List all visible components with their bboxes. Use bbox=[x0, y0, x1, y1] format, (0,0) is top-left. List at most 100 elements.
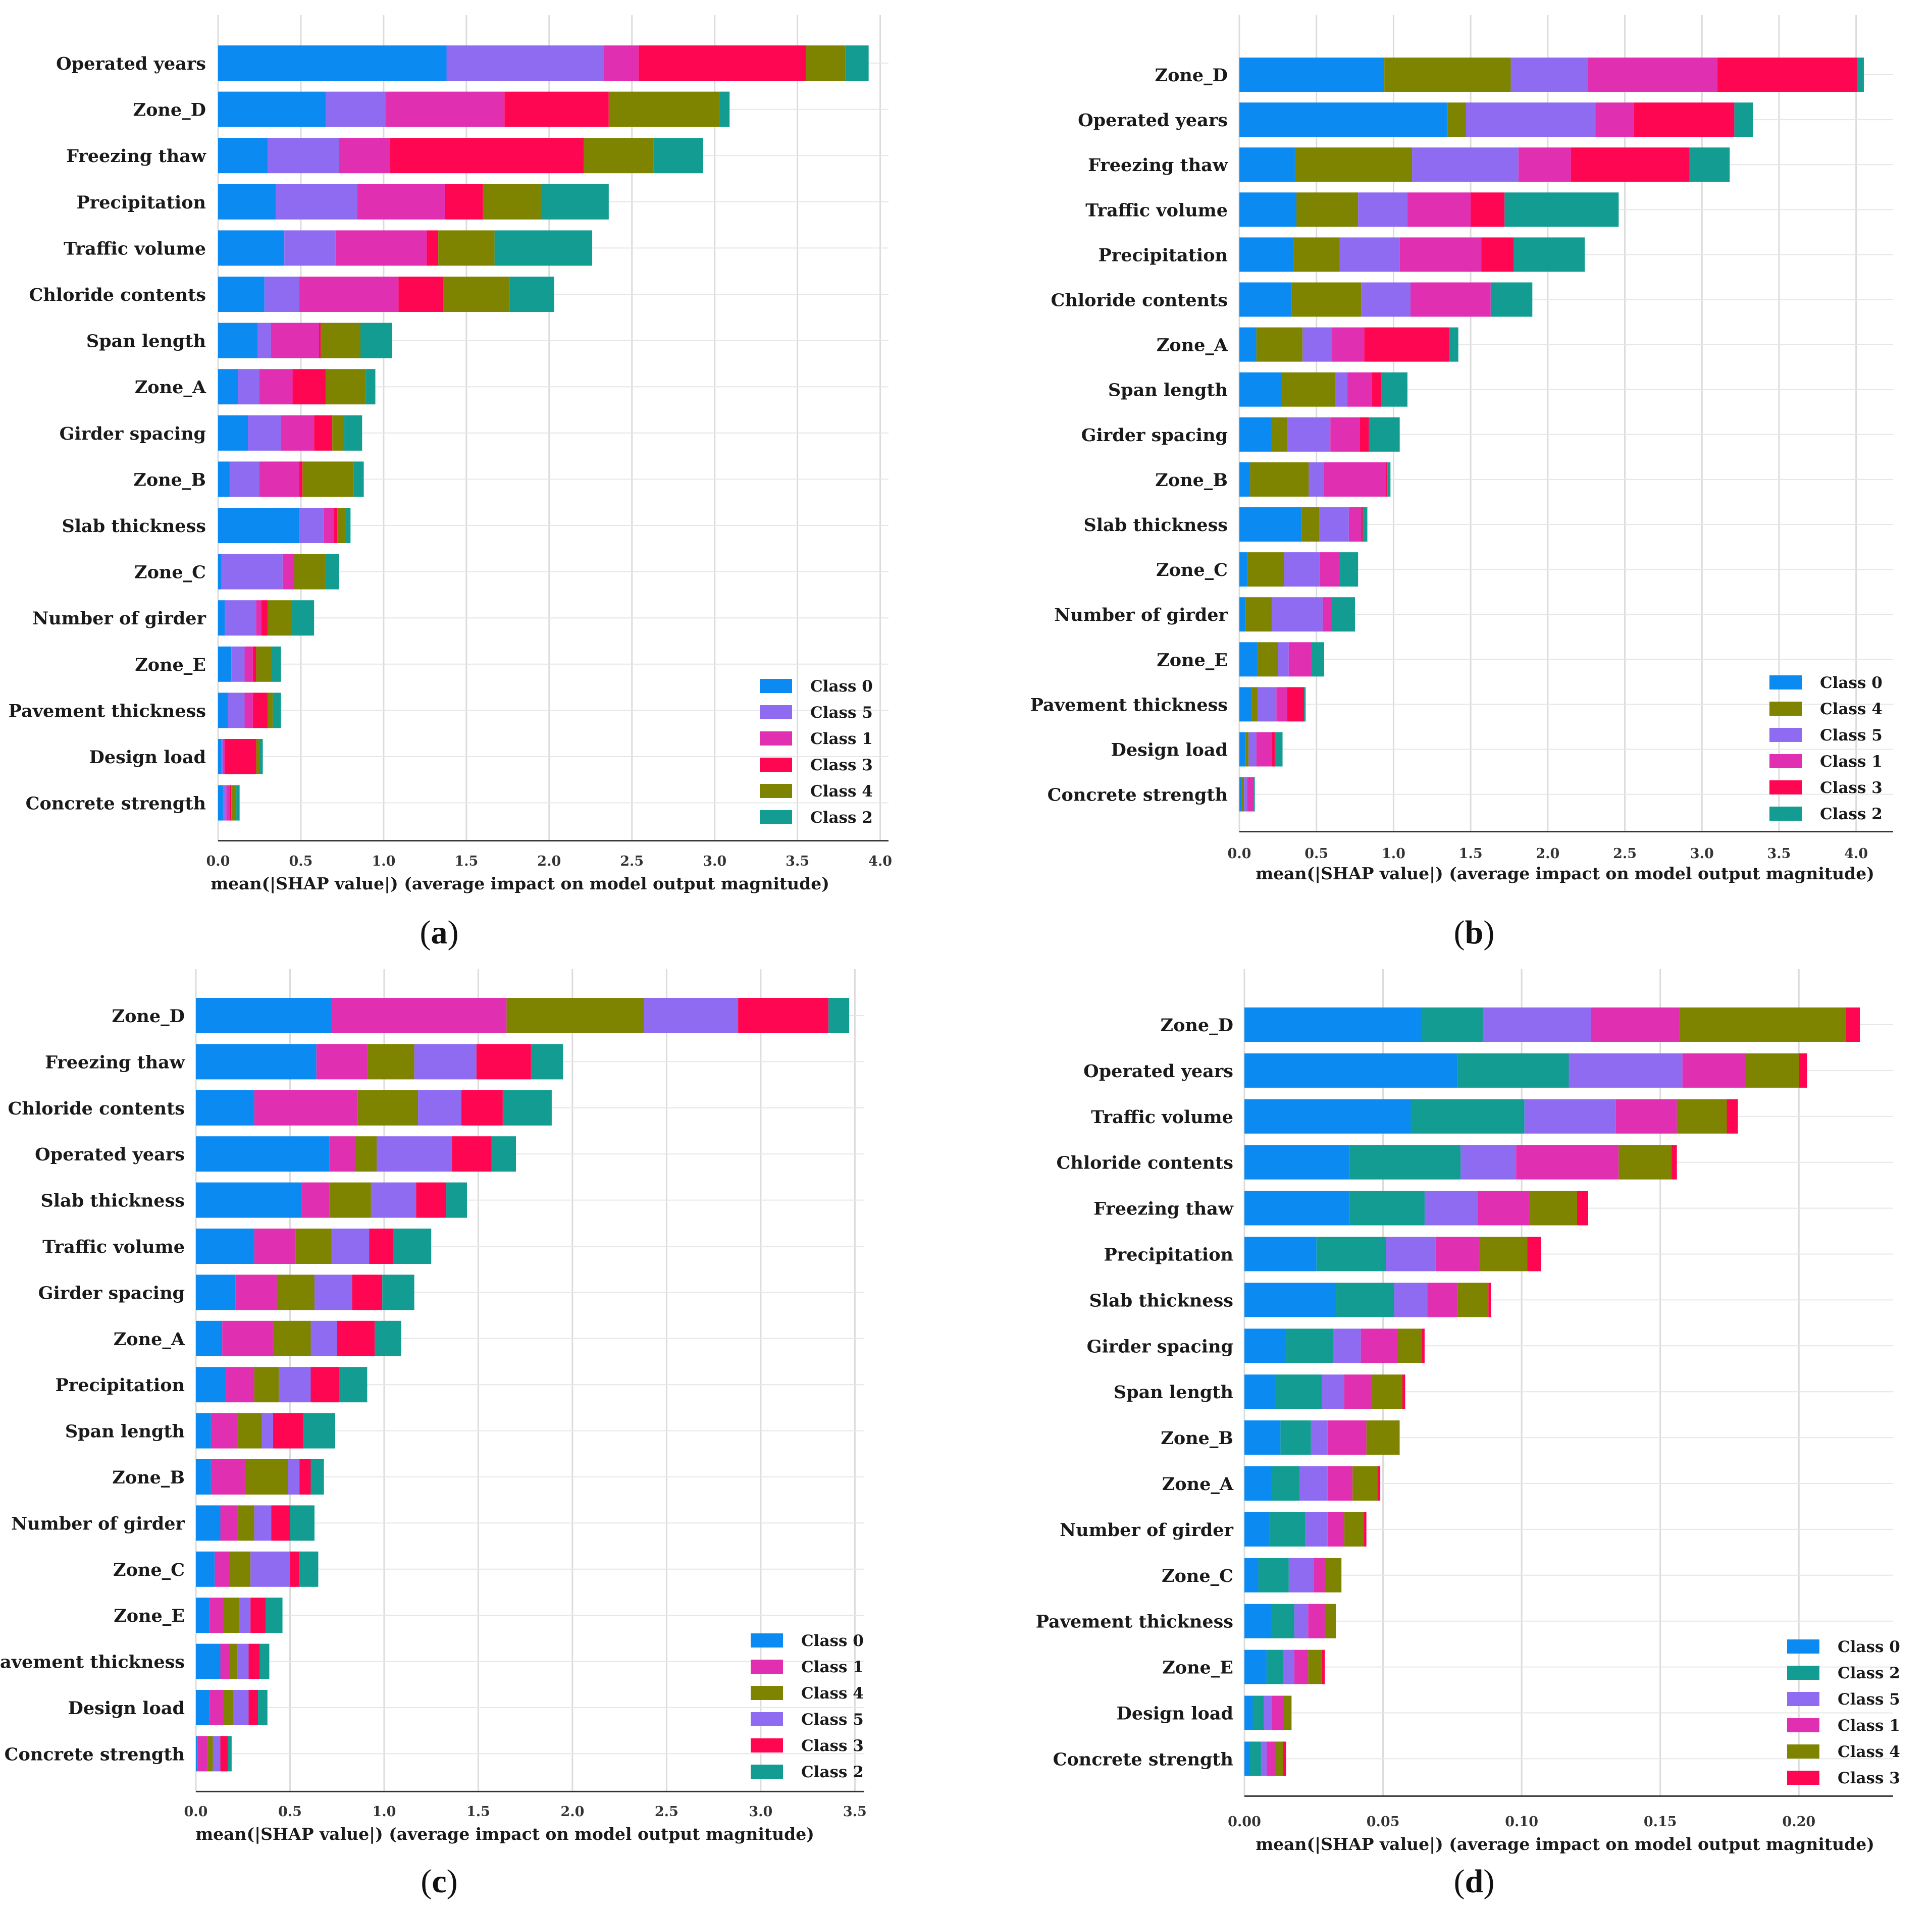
bar-segment-precipitation-class-3 bbox=[1481, 237, 1514, 272]
category-label: Slab thickness bbox=[1089, 1290, 1233, 1311]
bar-segment-concrete-strength-class-5 bbox=[1244, 777, 1247, 812]
bar-segment-zone-e-class-0 bbox=[218, 646, 232, 682]
bar-segment-pavement-thickness-class-4 bbox=[1325, 1604, 1336, 1638]
bar-segment-number-of-girder-class-1 bbox=[1327, 1512, 1344, 1547]
bar-segment-traffic-volume-class-5 bbox=[331, 1229, 370, 1264]
bar-segment-zone-e-class-3 bbox=[250, 1598, 266, 1633]
bar-segment-precipitation-class-4 bbox=[483, 184, 541, 220]
legend-label: Class 4 bbox=[1820, 700, 1883, 718]
bar-segment-design-load-class-0 bbox=[196, 1690, 210, 1725]
bar-segment-zone-d-class-3 bbox=[1717, 58, 1858, 92]
bar-segment-zone-e-class-4 bbox=[1308, 1650, 1322, 1684]
legend-swatch bbox=[1769, 728, 1802, 742]
bar-segment-zone-d-class-2 bbox=[1422, 1007, 1483, 1042]
bar-segment-zone-a-class-1 bbox=[259, 369, 293, 405]
category-label: Zone_E bbox=[1162, 1658, 1233, 1678]
bar-segment-pavement-thickness-class-3 bbox=[248, 1643, 260, 1679]
category-label: Precipitation bbox=[1098, 245, 1228, 265]
x-tick-label: 2.0 bbox=[560, 1804, 584, 1820]
category-label: Zone_A bbox=[1157, 335, 1228, 356]
x-tick-label: 4.0 bbox=[1844, 846, 1868, 862]
bar-segment-girder-spacing-class-0 bbox=[218, 415, 248, 451]
category-label: Pavement thickness bbox=[1036, 1612, 1233, 1632]
bar-segment-zone-b-class-2 bbox=[353, 461, 364, 497]
bar-segment-pavement-thickness-class-3 bbox=[1287, 687, 1304, 722]
bar-segment-zone-c-class-1 bbox=[1314, 1558, 1325, 1592]
bar-segment-traffic-volume-class-2 bbox=[1504, 192, 1619, 227]
legend-swatch bbox=[760, 679, 792, 693]
bar-segment-span-length-class-1 bbox=[211, 1413, 238, 1449]
bar-segment-operated-years-class-4 bbox=[1447, 102, 1466, 137]
bar-segment-span-length-class-3 bbox=[319, 323, 321, 358]
bar-segment-girder-spacing-class-3 bbox=[1422, 1329, 1425, 1363]
bar-segment-pavement-thickness-class-1 bbox=[244, 693, 253, 728]
bar-segment-zone-a-class-2 bbox=[365, 369, 376, 405]
category-label: Span length bbox=[65, 1421, 185, 1442]
bar-segment-freezing-thaw-class-3 bbox=[476, 1044, 531, 1080]
bar-segment-zone-a-class-0 bbox=[218, 369, 238, 405]
category-label: Operated years bbox=[56, 54, 206, 74]
bar-segment-precipitation-class-3 bbox=[310, 1367, 339, 1403]
bar-segment-zone-e-class-1 bbox=[1294, 1650, 1309, 1684]
bar-segment-span-length-class-5 bbox=[262, 1413, 273, 1449]
legend-label: Class 3 bbox=[1820, 779, 1883, 797]
category-label: Girder spacing bbox=[38, 1283, 185, 1303]
category-label: Zone_C bbox=[113, 1560, 185, 1580]
bar-segment-zone-a-class-3 bbox=[337, 1320, 375, 1356]
caption-d: (d) bbox=[1453, 1863, 1495, 1900]
legend-d: Class 0 Class 2 Class 5 Class 1 Class 4 Class… bbox=[1787, 1638, 1900, 1787]
bar-segment-zone-c-class-2 bbox=[1339, 552, 1359, 587]
bar-segment-zone-b-class-2 bbox=[1280, 1420, 1311, 1455]
bar-segment-slab-thickness-class-1 bbox=[1427, 1283, 1458, 1317]
bar-segment-span-length-class-4 bbox=[1281, 372, 1335, 407]
bar-segment-zone-c-class-5 bbox=[221, 554, 283, 590]
bar-segment-precipitation-class-2 bbox=[339, 1367, 368, 1403]
bar-segment-zone-c-class-4 bbox=[294, 554, 326, 590]
bar-segment-freezing-thaw-class-2 bbox=[1349, 1191, 1425, 1226]
bar-segment-zone-b-class-3 bbox=[299, 1459, 311, 1495]
bar-segment-traffic-volume-class-1 bbox=[335, 230, 427, 266]
bar-segment-design-load-class-2 bbox=[259, 739, 263, 774]
bar-segment-zone-a-class-1 bbox=[1327, 1466, 1353, 1501]
bar-segment-concrete-strength-class-0 bbox=[196, 1736, 198, 1772]
bar-segment-precipitation-class-2 bbox=[541, 184, 609, 220]
legend-swatch bbox=[760, 810, 792, 824]
bar-segment-operated-years-class-1 bbox=[604, 45, 639, 81]
bar-segment-concrete-strength-class-1 bbox=[1266, 1741, 1275, 1776]
legend-swatch bbox=[751, 1686, 783, 1700]
bar-segment-slab-thickness-class-3 bbox=[1361, 507, 1363, 542]
bar-segment-pavement-thickness-class-4 bbox=[268, 693, 273, 728]
bar-segment-zone-d-class-0 bbox=[1239, 58, 1385, 92]
bar-segment-chloride-contents-class-0 bbox=[1239, 282, 1292, 317]
bar-segment-zone-e-class-2 bbox=[1312, 642, 1324, 677]
bar-segment-slab-thickness-class-0 bbox=[218, 508, 299, 543]
bar-segment-freezing-thaw-class-0 bbox=[1244, 1191, 1350, 1226]
category-label: Traffic volume bbox=[64, 238, 206, 259]
bar-segment-zone-b-class-5 bbox=[1309, 462, 1324, 497]
category-label: Zone_E bbox=[114, 1606, 185, 1626]
x-axis-title: mean(|SHAP value|) (average impact on mo… bbox=[195, 1824, 814, 1844]
bar-segment-zone-b-class-0 bbox=[218, 461, 230, 497]
bar-segment-girder-spacing-class-5 bbox=[248, 415, 281, 451]
bar-segment-zone-e-class-0 bbox=[1244, 1650, 1267, 1684]
bar-segment-span-length-class-2 bbox=[1381, 372, 1407, 407]
bar-segment-number-of-girder-class-2 bbox=[291, 600, 315, 636]
x-tick-label: 3.5 bbox=[843, 1804, 867, 1820]
bar-segment-pavement-thickness-class-5 bbox=[1258, 687, 1277, 722]
bar-segment-traffic-volume-class-3 bbox=[369, 1229, 394, 1264]
category-label: Span length bbox=[1108, 380, 1228, 401]
bar-segment-zone-c-class-5 bbox=[250, 1551, 290, 1587]
bar-segment-span-length-class-0 bbox=[1239, 372, 1281, 407]
category-label: Zone_B bbox=[1161, 1428, 1233, 1449]
bar-segment-zone-a-class-4 bbox=[1256, 327, 1303, 362]
bar-segment-slab-thickness-class-2 bbox=[446, 1182, 467, 1218]
category-label: Pavement thickness bbox=[0, 1652, 185, 1673]
bar-segment-traffic-volume-class-2 bbox=[494, 230, 593, 266]
bar-segment-precipitation-class-5 bbox=[276, 184, 357, 220]
bar-segment-span-length-class-5 bbox=[1335, 372, 1347, 407]
bar-segment-zone-d-class-0 bbox=[196, 998, 332, 1033]
category-label: Zone_B bbox=[1155, 470, 1228, 491]
bar-segment-span-length-class-2 bbox=[1275, 1374, 1322, 1409]
bar-segment-zone-e-class-1 bbox=[209, 1598, 224, 1633]
bar-segment-span-length-class-1 bbox=[1344, 1374, 1372, 1409]
